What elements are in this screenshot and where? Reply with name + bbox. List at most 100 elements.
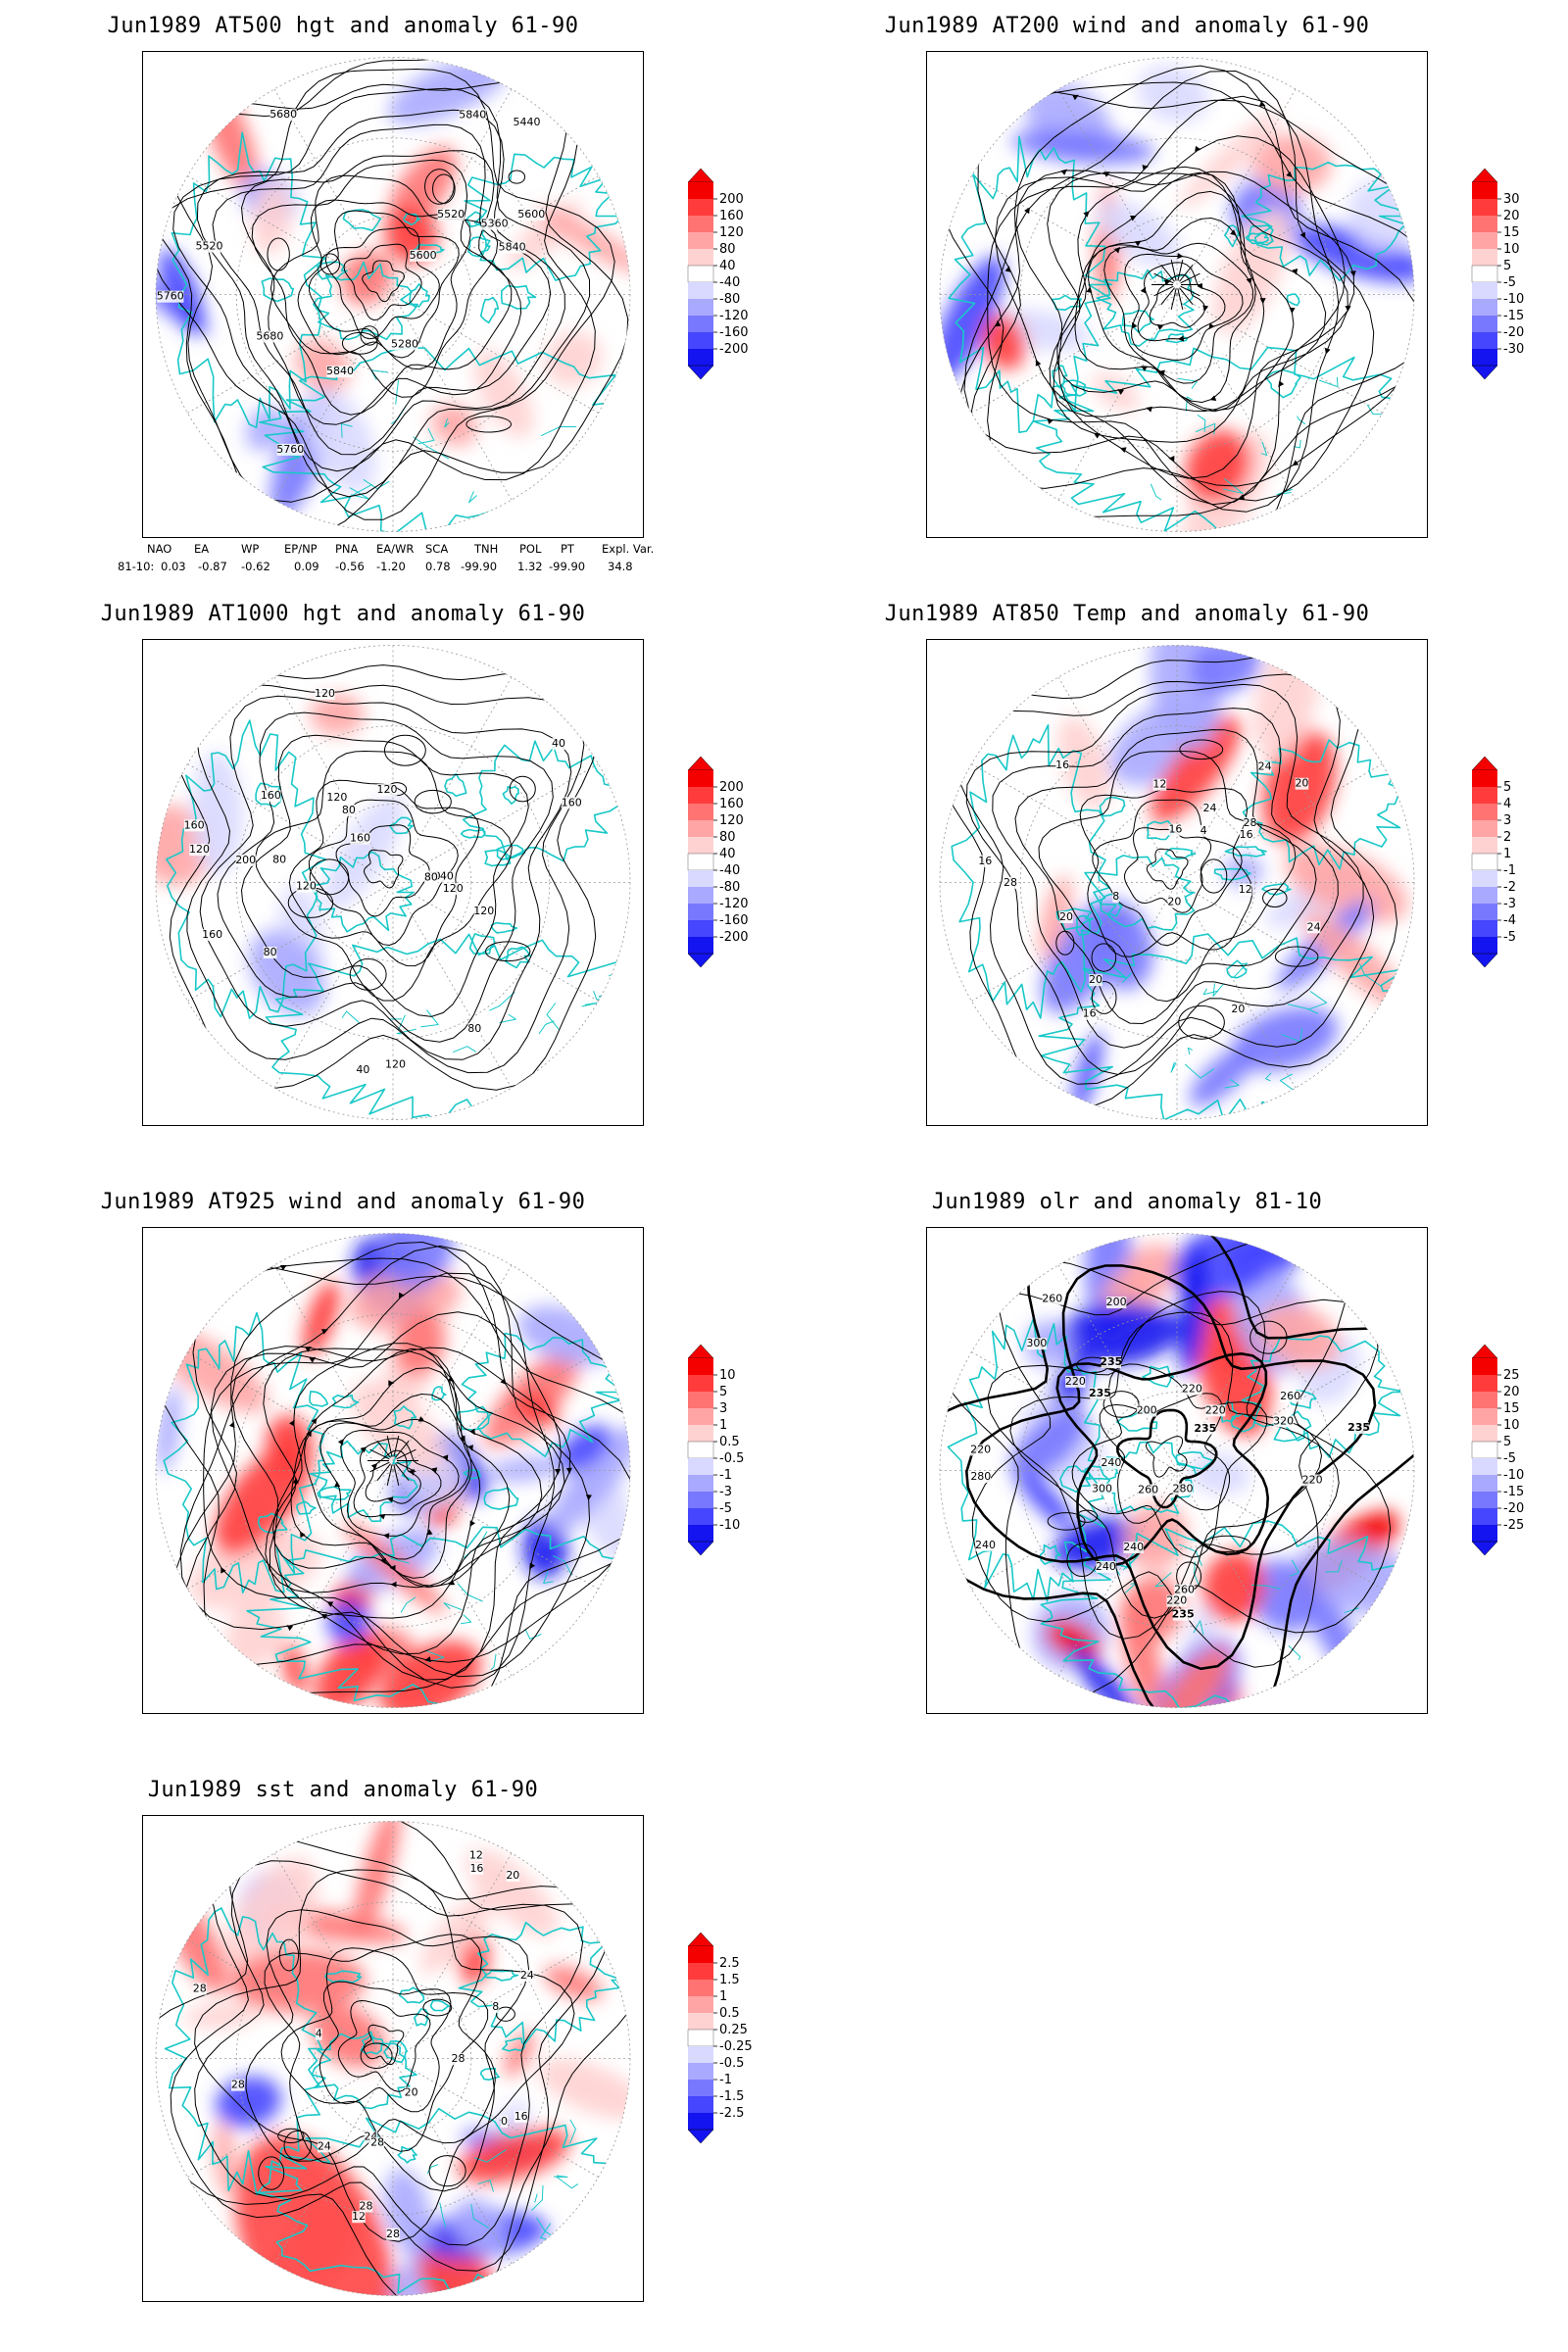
contour-labels: 5520 5600 5680 5280 5360 5440 5520 5600 5680 5760… (157, 108, 545, 456)
map-boundary (939, 1233, 1415, 1708)
flow-arrow (1230, 229, 1237, 236)
flow-arrow (279, 1264, 287, 1271)
flow-arrow (379, 1557, 386, 1564)
contour-label: 5440 (513, 116, 540, 128)
flow-arrow (467, 1445, 473, 1451)
positive-anomaly (458, 2129, 570, 2183)
index-values: 81-10: 0.03 -0.87 -0.62 0.09 -0.56 -1.20 0.78 -9… (118, 560, 725, 575)
map-frame: 16 12 16 20 24 4 8 12 16 20 24 28 20 16 16 20 24 20 28 (926, 639, 1428, 1126)
colorbar: 30 20 15 10 5 -5 -10 -15 -20 -30 (1460, 168, 1548, 391)
flow-arrow (1177, 253, 1184, 260)
colorbar-label: -30 (1503, 342, 1524, 357)
contour-label: 12 (352, 2210, 366, 2223)
contour-label: 28 (1004, 876, 1017, 889)
colorbar-label: -15 (1503, 309, 1524, 323)
flow-arrow (1177, 335, 1184, 342)
contour-label: 5680 (256, 330, 283, 343)
contour-label: 120 (326, 791, 347, 804)
colorbar-label: -120 (719, 309, 749, 323)
flow-arrow (1035, 359, 1042, 367)
index-value: -0.87 (198, 560, 227, 573)
contour-label: 120 (377, 783, 398, 796)
contour-label: 200 (1137, 1404, 1157, 1417)
negative-anomaly (323, 793, 405, 911)
colorbar-label: 160 (719, 209, 744, 223)
flow-arrow (1117, 388, 1124, 395)
map-frame (142, 1227, 644, 1714)
flow-arrow (447, 1375, 455, 1382)
colorbar-segment (688, 2080, 713, 2096)
colorbar-segment (688, 349, 713, 366)
polar-map (939, 57, 1415, 532)
flow-arrow (308, 1710, 316, 1713)
contour-label: 235 (1348, 1421, 1370, 1434)
colorbar-label: 5 (1503, 259, 1511, 273)
polar-map (155, 1233, 631, 1713)
colorbar: 200 160 120 80 40 -40 -80 -120 -160 -200 (676, 168, 764, 391)
colorbar-segment (1472, 904, 1497, 920)
colorbar-segment (688, 787, 713, 804)
panel-title: Jun1989 AT1000 hgt and anomaly 61-90 (100, 602, 586, 626)
positive-anomaly (384, 206, 438, 265)
contour-label: 240 (1123, 1541, 1144, 1553)
flow-arrow (388, 1380, 395, 1387)
positive-anomaly (183, 2003, 260, 2029)
contour-label: 12 (1239, 883, 1252, 896)
colorbar-label: 0.5 (719, 2006, 740, 2021)
contour-label: 200 (1106, 1296, 1127, 1308)
contour-label: 16 (978, 855, 992, 867)
negative-anomaly (1137, 65, 1209, 123)
negative-anomaly (1292, 224, 1414, 283)
colorbar-segment (1472, 1458, 1497, 1475)
index-value: -0.62 (241, 560, 270, 573)
colorbar-label: 80 (719, 242, 736, 257)
colorbar-label: -5 (719, 1501, 732, 1516)
colorbar-segment (688, 1458, 713, 1475)
colorbar-segment (1472, 787, 1497, 804)
colorbar-segment (1472, 1475, 1497, 1492)
colorbar-label: 20 (1503, 1385, 1520, 1399)
contour-label: 5760 (276, 443, 304, 456)
index-value: -0.56 (335, 560, 365, 573)
colorbar-segment (1472, 299, 1497, 316)
index-header: NAO (147, 542, 172, 556)
contour-label: 5760 (157, 290, 184, 303)
contour-label: 20 (506, 1869, 519, 1882)
contour-label: 5520 (196, 240, 223, 253)
panel-at500: Jun1989 AT500 hgt and anomaly 61-90 5520 5… (0, 0, 784, 588)
flow-arrow (1246, 277, 1252, 285)
flow-arrow (326, 1601, 334, 1607)
map-boundary (155, 57, 631, 532)
map-boundary (155, 645, 631, 1120)
contour-lines (156, 1821, 630, 2296)
panel-at200: Jun1989 AT200 wind and anomaly 61-90 30 20… (784, 0, 1568, 588)
positive-anomaly (537, 2058, 630, 2120)
flow-arrow (500, 1378, 507, 1385)
colorbar-segment (688, 332, 713, 349)
flow-arrow (1134, 240, 1142, 247)
colorbar-label: -0.5 (719, 1451, 744, 1466)
colorbar-segment (688, 1946, 713, 1963)
flow-arrow (398, 1292, 405, 1298)
colorbar-label: 15 (1503, 1401, 1520, 1416)
contour-lines (168, 664, 601, 1091)
negative-anomaly (387, 57, 512, 125)
positive-anomaly (1046, 1619, 1101, 1661)
flow-arrow (1072, 94, 1079, 101)
positive-anomaly (222, 1857, 318, 1986)
positive-anomaly (1185, 429, 1251, 504)
contour-label: 120 (189, 843, 210, 856)
colorbar-label: 10 (1503, 1418, 1520, 1433)
panel-title: Jun1989 olr and anomaly 81-10 (931, 1190, 1323, 1214)
contour-label: 80 (424, 870, 438, 883)
colorbar-label: -1 (1503, 863, 1516, 878)
negative-anomaly (245, 406, 286, 452)
colorbar-segment (687, 853, 714, 871)
coastlines (171, 131, 630, 532)
colorbar-segment (1471, 853, 1498, 871)
flow-arrow (305, 1347, 312, 1352)
